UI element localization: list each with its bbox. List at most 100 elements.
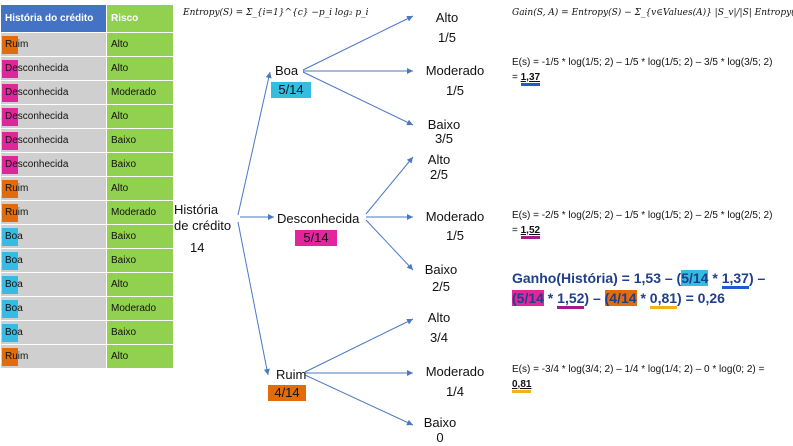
root-count: 14 xyxy=(190,240,205,255)
cell-risco: Alto xyxy=(106,272,174,297)
cell-historia-text: Ruim xyxy=(5,39,29,50)
root-label-line1: História xyxy=(174,202,219,217)
cell-historia-text: Desconhecida xyxy=(5,63,69,74)
credit-history-table: História do crédito Risco Ruim Alto Descon… xyxy=(0,4,174,369)
cell-historia-text: Boa xyxy=(5,327,23,338)
gain-ruim-fraction: (4/14 xyxy=(604,290,637,306)
cell-risco: Alto xyxy=(106,32,174,57)
leaf-fraction: 2/5 xyxy=(431,279,451,294)
cell-historia: Ruim xyxy=(0,344,107,369)
leaf-fraction: 3/5 xyxy=(434,131,454,146)
cell-historia: Desconhecida xyxy=(0,128,107,153)
table-row: Desconhecida Alto xyxy=(0,56,174,81)
calc-boa-text: E(s) = -1/5 * log(1/5; 2) – 1/5 * log(1/… xyxy=(512,57,773,83)
leaf-fraction: 3/4 xyxy=(429,330,449,345)
gain-part2: * xyxy=(708,270,722,286)
gain-formula-text: Gain(S, A) = Entropy(S) − Σ_{v∈Values(A)… xyxy=(512,8,793,18)
node-desc-fraction: 5/14 xyxy=(295,230,337,246)
edge-desc-baixo xyxy=(365,219,414,271)
node-ruim-fraction: 4/14 xyxy=(268,385,306,401)
leaf-fraction: 1/5 xyxy=(437,30,457,45)
cell-historia-text: Boa xyxy=(5,255,23,266)
category-color-marker xyxy=(2,252,18,270)
cell-historia: Desconhecida xyxy=(0,152,107,177)
table-row: Boa Baixo xyxy=(0,248,174,273)
leaf-label: Moderado xyxy=(425,209,485,224)
node-boa-label: Boa xyxy=(275,63,299,78)
category-color-marker xyxy=(2,348,18,366)
leaf-ruim-moderado: Moderado 1/4 xyxy=(420,364,490,400)
leaf-fraction: 2/5 xyxy=(429,167,449,182)
gain-ruim-entropy: 0,81 xyxy=(649,290,678,309)
edge-root-boa xyxy=(237,71,272,216)
category-color-marker xyxy=(2,36,18,54)
leaf-label: Moderado xyxy=(425,63,485,78)
calc-boa-result: 1,37 xyxy=(520,72,541,86)
leaf-desc-moderado: Moderado 1/5 xyxy=(420,209,490,244)
cell-historia-text: Boa xyxy=(5,279,23,290)
cell-risco: Moderado xyxy=(106,200,174,225)
leaf-boa-moderado: Moderado 1/5 xyxy=(420,63,490,99)
gain-desc-entropy: 1,52 xyxy=(557,290,585,309)
category-color-marker xyxy=(2,180,18,198)
cell-historia: Desconhecida xyxy=(0,80,107,105)
cell-risco: Moderado xyxy=(106,296,174,321)
gain-part1: Ganho(História) = 1,53 – ( xyxy=(512,270,682,286)
cell-historia: Desconhecida xyxy=(0,56,107,81)
cell-historia: Boa xyxy=(0,224,107,249)
gain-result: Ganho(História) = 1,53 – (5/14 * 1,37) –… xyxy=(512,268,792,309)
gain-desc-fraction: (5/14 xyxy=(512,290,544,306)
calc-ruim-result: 0,81 xyxy=(512,379,532,393)
gain-boa-fraction: 5/14 xyxy=(681,270,709,286)
calc-desc-result: 1,52 xyxy=(520,225,541,239)
table-row: Boa Alto xyxy=(0,272,174,297)
cell-historia: Boa xyxy=(0,320,107,345)
leaf-desc-alto: Alto 2/5 xyxy=(419,152,459,183)
table-row: Ruim Alto xyxy=(0,344,174,369)
node-boa-fraction: 5/14 xyxy=(271,82,311,98)
leaf-fraction: 1/5 xyxy=(445,228,465,243)
cell-historia-text: Desconhecida xyxy=(5,87,69,98)
leaf-desc-baixo: Baixo 2/5 xyxy=(419,262,463,295)
cell-risco: Alto xyxy=(106,176,174,201)
cell-historia: Boa xyxy=(0,296,107,321)
table-row: Boa Moderado xyxy=(0,296,174,321)
cell-historia-text: Desconhecida xyxy=(5,135,69,146)
calc-ruim: E(s) = -3/4 * log(3/4; 2) – 1/4 * log(1/… xyxy=(512,362,777,393)
leaf-ruim-alto: Alto 3/4 xyxy=(419,310,459,346)
edge-root-ruim xyxy=(237,221,270,376)
edge-boa-alto xyxy=(302,15,414,71)
category-color-marker xyxy=(2,204,18,222)
table-row: Ruim Alto xyxy=(0,176,174,201)
gain-part7: ) = 0,26 xyxy=(677,290,725,306)
leaf-fraction: 1/5 xyxy=(445,83,465,98)
cell-risco: Baixo xyxy=(106,128,174,153)
cell-historia-text: Ruim xyxy=(5,351,29,362)
edge-ruim-alto xyxy=(304,318,414,373)
leaf-label: Alto xyxy=(435,10,459,25)
category-color-marker xyxy=(2,276,18,294)
category-color-marker xyxy=(2,300,18,318)
gain-formula: Gain(S, A) = Entropy(S) − Σ_{v∈Values(A)… xyxy=(512,8,793,18)
node-ruim-label: Ruim xyxy=(276,367,307,382)
table-row: Desconhecida Baixo xyxy=(0,152,174,177)
leaf-boa-baixo: Baixo 3/5 xyxy=(422,117,466,147)
cell-historia: Boa xyxy=(0,272,107,297)
leaf-fraction: 1/4 xyxy=(445,384,465,399)
table-row: Ruim Moderado xyxy=(0,200,174,225)
leaf-ruim-baixo: Baixo 0 xyxy=(420,415,460,446)
cell-historia: Boa xyxy=(0,248,107,273)
calc-boa: E(s) = -1/5 * log(1/5; 2) – 1/5 * log(1/… xyxy=(512,55,777,86)
calc-ruim-text: E(s) = -3/4 * log(3/4; 2) – 1/4 * log(1/… xyxy=(512,364,765,375)
edge-ruim-baixo xyxy=(304,374,414,426)
cell-historia-text: Boa xyxy=(5,303,23,314)
cell-historia-text: Boa xyxy=(5,231,23,242)
cell-historia-text: Desconhecida xyxy=(5,111,69,122)
category-color-marker xyxy=(2,156,18,174)
cell-risco: Alto xyxy=(106,56,174,81)
column-header-historia: História do crédito xyxy=(0,4,107,33)
category-color-marker xyxy=(2,60,18,78)
cell-historia: Ruim xyxy=(0,32,107,57)
leaf-label: Moderado xyxy=(425,364,485,379)
